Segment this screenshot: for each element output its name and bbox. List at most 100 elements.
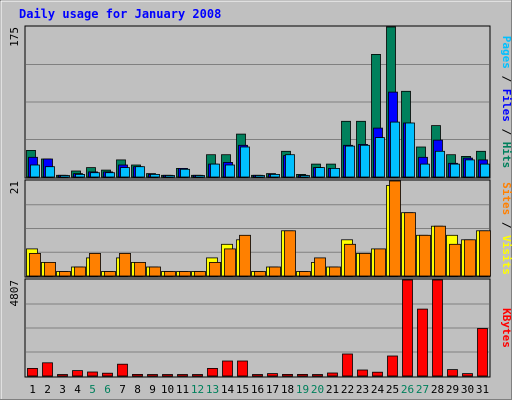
bar-pages-day-12 [195,175,205,178]
bar-kbytes-day-21 [327,372,338,377]
bar-kbytes-day-26 [402,279,413,377]
bar-kbytes-day-29 [447,369,458,377]
bar-kbytes-day-1 [27,367,38,377]
x-tick-label-31: 31 [476,383,489,396]
x-tick-label-13: 13 [206,383,219,396]
legend-entry-kbytes: KBytes [500,308,512,348]
bar-pages-day-30 [465,159,475,178]
bar-kbytes-day-28 [432,279,443,377]
panel-pages-files-hits: 175 Pages / Files / Hits [8,25,512,179]
legend-separator: / [500,215,512,235]
x-tick-label-27: 27 [416,383,429,396]
bar-kbytes-day-11 [177,374,188,377]
bar-kbytes-day-17 [267,373,278,377]
legend-entry-pages: Pages [500,36,512,69]
bar-sites-day-23 [359,252,371,277]
x-tick-label-20: 20 [311,383,324,396]
x-tick-label-10: 10 [161,383,174,396]
bar-pages-day-5 [90,172,100,178]
bar-kbytes-day-19 [297,373,308,377]
bar-sites-day-31 [479,230,491,277]
bar-pages-day-28 [435,150,445,178]
bar-pages-day-21 [330,167,340,178]
bar-sites-day-24 [374,248,386,277]
bar-sites-day-6 [104,271,116,277]
bar-sites-day-8 [134,261,146,277]
bar-pages-day-6 [105,172,115,178]
panel-max-label: 4807 [8,280,21,307]
x-tick-label-26: 26 [401,383,414,396]
x-tick-label-6: 6 [104,383,111,396]
bar-kbytes-day-24 [372,371,383,377]
bar-sites-day-19 [299,271,311,277]
x-tick-label-1: 1 [29,383,36,396]
bar-pages-day-29 [450,163,460,178]
x-tick-label-4: 4 [74,383,81,396]
bar-pages-day-10 [165,175,175,178]
x-tick-label-3: 3 [59,383,66,396]
bar-kbytes-day-3 [57,374,68,377]
bar-pages-day-31 [480,163,490,178]
x-tick-label-8: 8 [134,383,141,396]
x-tick-label-11: 11 [176,383,189,396]
x-tick-label-9: 9 [149,383,156,396]
bar-pages-day-11 [180,168,190,178]
bar-kbytes-day-4 [72,370,83,377]
legend-entry-files: Files [500,89,512,122]
bar-pages-day-23 [360,144,370,178]
bar-sites-day-9 [149,266,161,277]
bar-pages-day-27 [420,163,430,178]
bar-sites-day-17 [269,266,281,277]
bar-pages-day-8 [135,166,145,178]
bar-sites-day-7 [119,252,131,277]
bar-sites-day-10 [164,271,176,277]
bar-sites-day-18 [284,230,296,277]
bar-kbytes-day-16 [252,374,263,377]
panel-legend: KBytes [500,308,512,348]
bar-pages-day-19 [300,175,310,178]
legend-entry-hits: Hits [500,142,512,169]
x-tick-label-21: 21 [326,383,339,396]
x-tick-label-7: 7 [119,383,126,396]
bar-kbytes-day-27 [417,308,428,377]
x-tick-label-24: 24 [371,383,385,396]
x-tick-label-12: 12 [191,383,204,396]
bar-sites-day-30 [464,239,476,277]
bar-pages-day-16 [255,175,265,178]
bar-kbytes-day-10 [162,374,173,377]
x-tick-label-17: 17 [266,383,279,396]
x-tick-label-14: 14 [221,383,235,396]
bar-kbytes-day-31 [477,328,488,377]
legend-separator: / [500,122,512,142]
x-tick-label-23: 23 [356,383,369,396]
bar-sites-day-21 [329,266,341,277]
bar-kbytes-day-9 [147,374,158,377]
legend-entry-sites: Sites [500,182,512,215]
panel-max-label: 175 [8,27,21,47]
x-tick-label-5: 5 [89,383,96,396]
panel-max-label: 21 [8,181,21,194]
bar-pages-day-15 [240,146,250,178]
bar-sites-day-25 [389,180,401,277]
bar-sites-day-14 [224,248,236,277]
bar-pages-day-2 [45,166,55,178]
bar-kbytes-day-30 [462,373,473,377]
x-tick-label-18: 18 [281,383,294,396]
bar-sites-day-1 [29,252,41,277]
bar-sites-day-13 [209,261,221,277]
panel-legend: Pages / Files / Hits [500,36,512,169]
x-tick-label-19: 19 [296,383,309,396]
bar-sites-day-20 [314,257,326,277]
panel-legend: Sites / Visits [500,182,512,275]
bar-pages-day-18 [285,154,295,178]
bar-kbytes-day-13 [207,367,218,377]
bar-pages-day-17 [270,173,280,178]
bar-sites-day-4 [74,266,86,277]
bar-sites-day-28 [434,225,446,277]
bar-sites-day-11 [179,271,191,277]
bar-kbytes-day-2 [42,362,53,377]
bar-sites-day-2 [44,261,56,277]
bar-pages-day-22 [345,145,355,178]
bar-pages-day-9 [150,173,160,178]
